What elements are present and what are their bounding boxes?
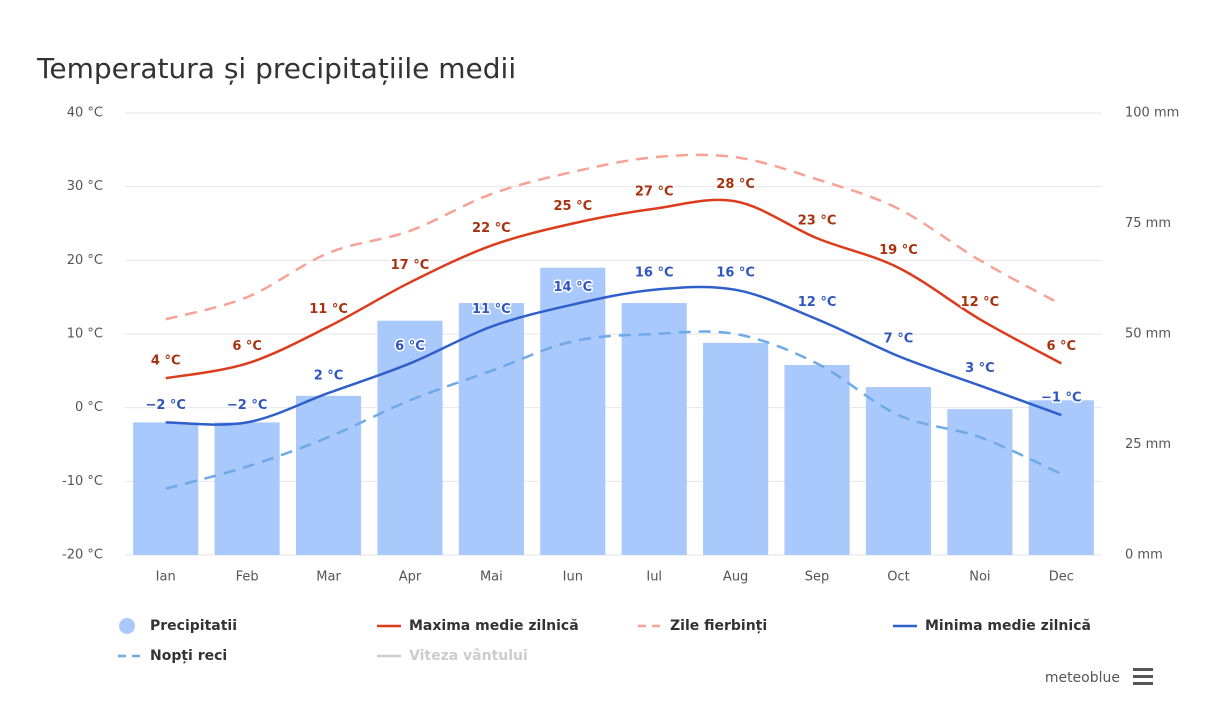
data-label: 17 °C xyxy=(391,258,430,273)
y-tick-label: 30 °C xyxy=(67,179,103,194)
temp-line xyxy=(165,330,1062,490)
data-label: 28 °C xyxy=(716,177,755,192)
data-label: 6 °C xyxy=(1046,339,1076,354)
y2-tick-label: 75 mm xyxy=(1125,216,1171,231)
y2-tick-label: 0 mm xyxy=(1125,548,1163,563)
data-label: 4 °C xyxy=(151,354,181,369)
temp-line xyxy=(165,153,1062,321)
menu-bar xyxy=(1133,675,1153,678)
precip-bar xyxy=(1028,400,1094,555)
x-tick-label: Sep xyxy=(805,570,830,585)
data-label: 19 °C xyxy=(879,243,918,258)
precip-bar xyxy=(703,342,769,555)
data-label: −2 °C xyxy=(145,398,186,413)
precip-bar xyxy=(947,409,1013,555)
legend-item[interactable]: Viteza vântului xyxy=(377,648,528,664)
y-tick-label: -20 °C xyxy=(62,548,103,563)
temp-line xyxy=(165,198,1062,380)
x-tick-label: Oct xyxy=(887,570,909,585)
x-tick-label: Mar xyxy=(316,570,341,585)
precip-bar xyxy=(458,303,524,555)
y2-tick-label: 50 mm xyxy=(1125,327,1171,342)
y2-tick-label: 100 mm xyxy=(1125,106,1179,121)
precip-bar xyxy=(865,387,932,555)
legend-item[interactable]: Maxima medie zilnică xyxy=(377,618,579,634)
x-tick-label: Apr xyxy=(399,570,422,585)
data-label: 23 °C xyxy=(798,214,837,229)
legend-label: Minima medie zilnică xyxy=(925,618,1091,634)
data-label: 11 °C xyxy=(472,302,511,317)
legend-item[interactable]: Precipitatii xyxy=(119,618,237,634)
data-label: 25 °C xyxy=(553,199,592,214)
data-label: 22 °C xyxy=(472,221,511,236)
legend-item[interactable]: Zile fierbinți xyxy=(638,618,767,634)
legend-label: Nopți reci xyxy=(150,648,227,664)
data-label: 11 °C xyxy=(309,302,348,317)
x-tick-label: Dec xyxy=(1049,570,1074,585)
legend-label: Zile fierbinți xyxy=(670,618,767,634)
data-label: 6 °C xyxy=(232,339,262,354)
data-label: 16 °C xyxy=(716,265,755,280)
x-tick-label: Feb xyxy=(236,570,259,585)
legend-label: Maxima medie zilnică xyxy=(409,618,579,634)
y-tick-label: 10 °C xyxy=(67,327,103,342)
legend-item[interactable]: Minima medie zilnică xyxy=(893,618,1091,634)
y2-tick-label: 25 mm xyxy=(1125,437,1171,452)
data-label: 2 °C xyxy=(314,368,344,383)
data-label: 14 °C xyxy=(553,280,592,295)
legend-label: Viteza vântului xyxy=(409,648,528,664)
precip-bar xyxy=(214,422,280,555)
data-label: −1 °C xyxy=(1041,391,1082,406)
y-tick-label: -10 °C xyxy=(62,474,103,489)
credit[interactable]: meteoblue xyxy=(1045,670,1120,686)
y-tick-label: 40 °C xyxy=(67,106,103,121)
x-tick-label: Noi xyxy=(969,570,990,585)
data-label: −2 °C xyxy=(227,398,268,413)
data-label: 12 °C xyxy=(961,295,1000,310)
data-label: 27 °C xyxy=(635,184,674,199)
data-label: 6 °C xyxy=(395,339,425,354)
x-tick-label: Aug xyxy=(723,570,748,585)
precip-bar xyxy=(295,395,362,555)
chart-title: Temperatura și precipitațiile medii xyxy=(36,52,516,85)
legend-label: Precipitatii xyxy=(150,618,237,634)
precip-bar xyxy=(540,267,606,555)
menu-bar xyxy=(1133,682,1153,685)
legend-swatch xyxy=(119,618,135,634)
x-tick-label: Mai xyxy=(480,570,503,585)
temp-line xyxy=(165,285,1062,426)
data-label: 3 °C xyxy=(965,361,995,376)
data-label: 7 °C xyxy=(884,332,914,347)
x-tick-label: Iul xyxy=(646,570,662,585)
menu-icon[interactable] xyxy=(1133,668,1153,685)
precip-bar xyxy=(621,303,687,555)
y-tick-label: 20 °C xyxy=(67,253,103,268)
x-tick-label: Iun xyxy=(563,570,583,585)
legend-item[interactable]: Nopți reci xyxy=(118,648,227,664)
x-tick-label: Ian xyxy=(156,570,176,585)
y-tick-label: 0 °C xyxy=(75,400,103,415)
precip-bar xyxy=(377,320,443,555)
data-label: 16 °C xyxy=(635,265,674,280)
precip-bar xyxy=(784,364,850,555)
data-label: 12 °C xyxy=(798,295,837,310)
menu-bar xyxy=(1133,668,1153,671)
